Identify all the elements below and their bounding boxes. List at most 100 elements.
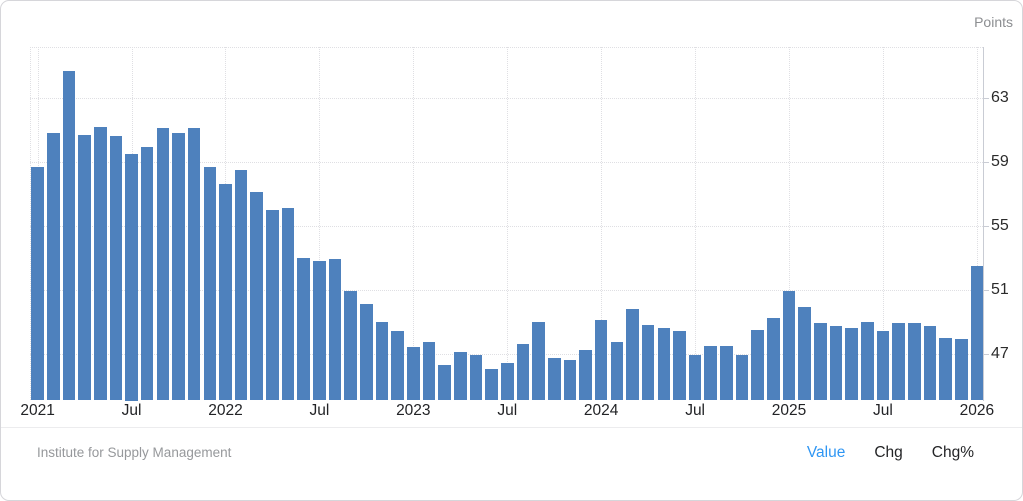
bar-2025-02[interactable] <box>798 307 811 401</box>
y-axis-tick-mark <box>983 289 989 291</box>
bar-2023-03[interactable] <box>438 364 451 401</box>
bar-2024-10[interactable] <box>735 355 749 401</box>
vertical-gridline <box>319 47 321 400</box>
bar-2022-02[interactable] <box>234 169 248 401</box>
y-axis-tick-label: 63 <box>991 88 1009 106</box>
y-axis-units-label: Points <box>974 14 1013 30</box>
y-axis-line <box>983 47 984 401</box>
bar-2024-09[interactable] <box>720 345 733 401</box>
bar-2021-03[interactable] <box>62 70 76 401</box>
bar-2023-09[interactable] <box>532 321 545 401</box>
bar-2025-07[interactable] <box>876 331 890 401</box>
x-axis-tick-label: Jul <box>497 402 518 419</box>
x-axis-tick-label: 2023 <box>396 402 431 419</box>
vertical-gridline <box>882 47 884 400</box>
bar-2022-07[interactable] <box>313 260 326 401</box>
bar-2021-09[interactable] <box>156 128 170 401</box>
bar-2025-05[interactable] <box>845 327 858 401</box>
bar-2025-01[interactable] <box>782 291 796 401</box>
bar-2022-01[interactable] <box>219 184 232 401</box>
x-axis-tick-label: 2022 <box>208 402 243 419</box>
bar-2023-12[interactable] <box>579 350 592 401</box>
bar-2023-05[interactable] <box>469 355 483 401</box>
bar-2023-08[interactable] <box>516 343 530 401</box>
bar-2024-01[interactable] <box>594 319 608 401</box>
horizontal-gridline <box>30 97 983 99</box>
bar-2021-08[interactable] <box>140 147 154 401</box>
bar-2025-11[interactable] <box>939 337 952 401</box>
bar-2021-11[interactable] <box>187 128 201 401</box>
source-label: Institute for Supply Management <box>37 445 232 460</box>
bar-2025-08[interactable] <box>892 323 905 401</box>
bar-2025-09[interactable] <box>907 323 921 401</box>
bar-2022-10[interactable] <box>360 303 373 401</box>
bar-2024-11[interactable] <box>751 329 765 401</box>
y-axis-tick-label: 55 <box>991 216 1009 234</box>
footer-divider <box>1 427 1022 428</box>
footer-tab-chgpct[interactable]: Chg% <box>931 444 974 461</box>
bar-2024-05[interactable] <box>657 327 671 401</box>
x-axis-tick-label: Jul <box>685 402 706 419</box>
bar-2021-01[interactable] <box>31 166 44 401</box>
footer-tab-chg[interactable]: Chg <box>874 444 903 461</box>
bar-2023-01[interactable] <box>407 347 420 401</box>
x-axis-tick-label: Jul <box>309 402 330 419</box>
x-axis-tick-label: 2025 <box>771 402 807 419</box>
vertical-gridline <box>413 47 415 400</box>
bar-2024-04[interactable] <box>641 324 655 401</box>
bar-2021-12[interactable] <box>203 166 217 401</box>
bar-2023-11[interactable] <box>563 359 577 401</box>
vertical-gridline <box>789 47 791 400</box>
bar-2025-04[interactable] <box>829 326 843 401</box>
bar-2021-02[interactable] <box>46 133 60 401</box>
y-axis-tick-mark <box>983 161 989 163</box>
x-axis-tick-label: Jul <box>873 402 893 419</box>
vertical-gridline <box>507 47 509 400</box>
bar-2025-12[interactable] <box>954 339 968 401</box>
bar-2025-10[interactable] <box>923 326 937 401</box>
bar-2023-07[interactable] <box>500 363 514 401</box>
y-axis-tick-label: 51 <box>991 280 1009 298</box>
plot-border-top <box>30 47 983 48</box>
horizontal-gridline <box>30 161 983 163</box>
bar-2021-04[interactable] <box>78 134 91 401</box>
bar-2022-03[interactable] <box>250 192 264 401</box>
bar-2021-05[interactable] <box>93 126 107 401</box>
y-axis-tick-mark <box>983 225 989 227</box>
bar-2025-06[interactable] <box>861 321 874 401</box>
vertical-gridline <box>976 47 978 400</box>
y-axis-tick-mark <box>983 97 989 99</box>
x-axis-tick-label: 2021 <box>20 402 55 419</box>
bar-2022-04[interactable] <box>266 209 279 401</box>
bar-2025-03[interactable] <box>814 323 827 401</box>
vertical-gridline <box>695 47 697 400</box>
bar-2024-07[interactable] <box>688 355 702 401</box>
y-axis-tick-label: 59 <box>991 152 1009 170</box>
bar-2022-12[interactable] <box>391 331 404 401</box>
bar-2023-06[interactable] <box>485 369 498 401</box>
bar-2022-09[interactable] <box>344 291 357 401</box>
bar-2024-08[interactable] <box>704 345 718 401</box>
bar-2024-02[interactable] <box>610 342 624 401</box>
horizontal-gridline <box>30 289 983 291</box>
bar-2026-01[interactable] <box>970 265 984 401</box>
bar-2024-03[interactable] <box>626 308 639 401</box>
bar-2022-05[interactable] <box>281 208 295 401</box>
bar-2024-06[interactable] <box>673 331 686 401</box>
bar-2021-10[interactable] <box>172 133 185 401</box>
bar-2023-02[interactable] <box>422 342 436 401</box>
footer-tab-value[interactable]: Value <box>806 444 846 461</box>
bar-2023-10[interactable] <box>547 358 561 401</box>
bar-2022-08[interactable] <box>328 259 342 401</box>
bar-2021-06[interactable] <box>109 136 123 401</box>
bar-2023-04[interactable] <box>453 351 467 401</box>
bar-2021-07[interactable] <box>125 153 138 401</box>
x-axis-tick-label: Jul <box>121 402 142 419</box>
bar-2022-06[interactable] <box>297 257 311 401</box>
bar-2022-11[interactable] <box>375 321 389 401</box>
y-axis-tick-mark <box>983 353 989 355</box>
bar-2024-12[interactable] <box>767 318 780 401</box>
vertical-gridline <box>601 47 603 400</box>
x-axis-tick-label: 2024 <box>583 402 619 419</box>
